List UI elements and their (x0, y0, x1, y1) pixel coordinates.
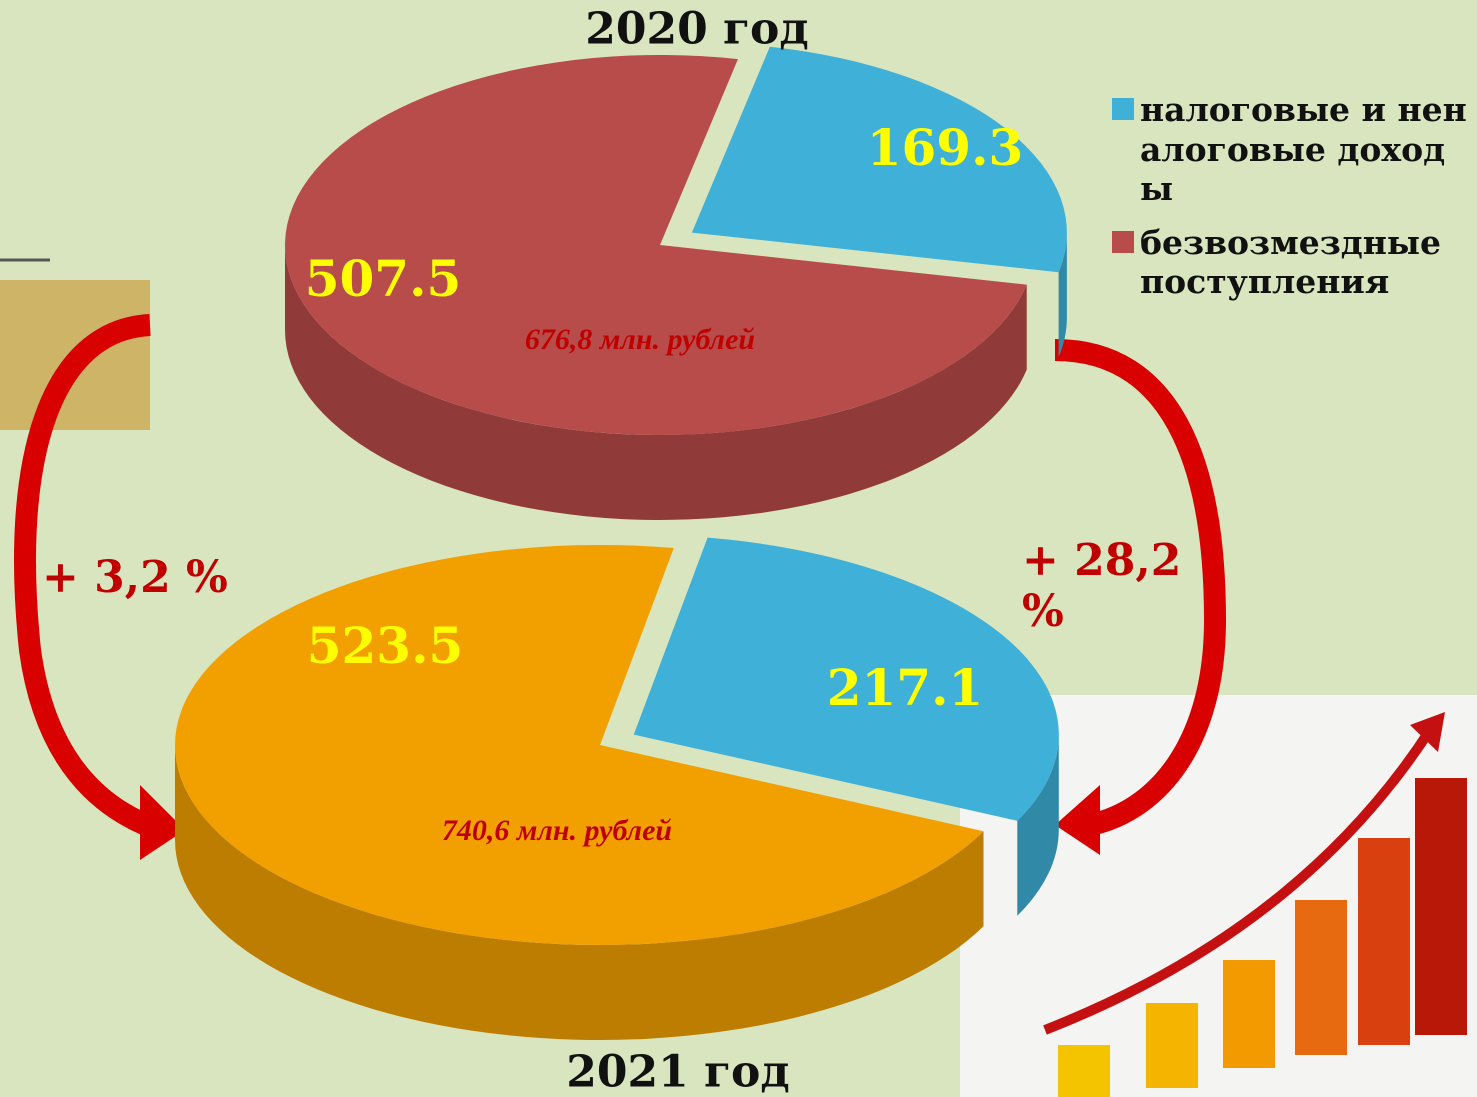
value-label: 169.3 (867, 118, 1024, 177)
total-label: 740,6 млн. рублей (442, 814, 672, 847)
legend-swatch (1112, 230, 1134, 253)
slice (174, 545, 984, 945)
decor-coins (0, 258, 150, 430)
legend-label: налоговые и неналоговые доходы (1140, 90, 1467, 209)
slice-side (174, 745, 984, 1040)
slice (633, 537, 1059, 821)
value-label: 523.5 (307, 616, 464, 675)
slice (691, 46, 1067, 273)
legend: налоговые и неналоговые доходы безвозмезд… (1112, 90, 1474, 316)
annotation: + 28,2 % (1022, 535, 1182, 637)
slice (285, 54, 1027, 436)
annotation: + 3,2 % (42, 552, 228, 603)
value-label: 217.1 (827, 658, 984, 717)
legend-item: безвозмездные поступления (1112, 223, 1474, 302)
decor-bars (1043, 712, 1467, 1097)
legend-swatch (1112, 98, 1134, 120)
legend-item: налоговые и неналоговые доходы (1112, 90, 1474, 209)
value-label: 507.5 (305, 249, 462, 308)
legend-label: безвозмездные поступления (1140, 222, 1442, 302)
slice-side (1017, 734, 1059, 916)
pies: 169.3 507.5 2020 год 676,8 млн. рублей 217.1… (174, 4, 1067, 1097)
chart-title: 2020 год (585, 4, 808, 55)
slice-side (1058, 232, 1067, 358)
arrow-left (14, 314, 185, 860)
chart-title: 2021 год (566, 1047, 789, 1097)
arrow-right (1054, 339, 1227, 855)
total-label: 676,8 млн. рублей (525, 323, 755, 356)
slice-side (285, 245, 1027, 521)
